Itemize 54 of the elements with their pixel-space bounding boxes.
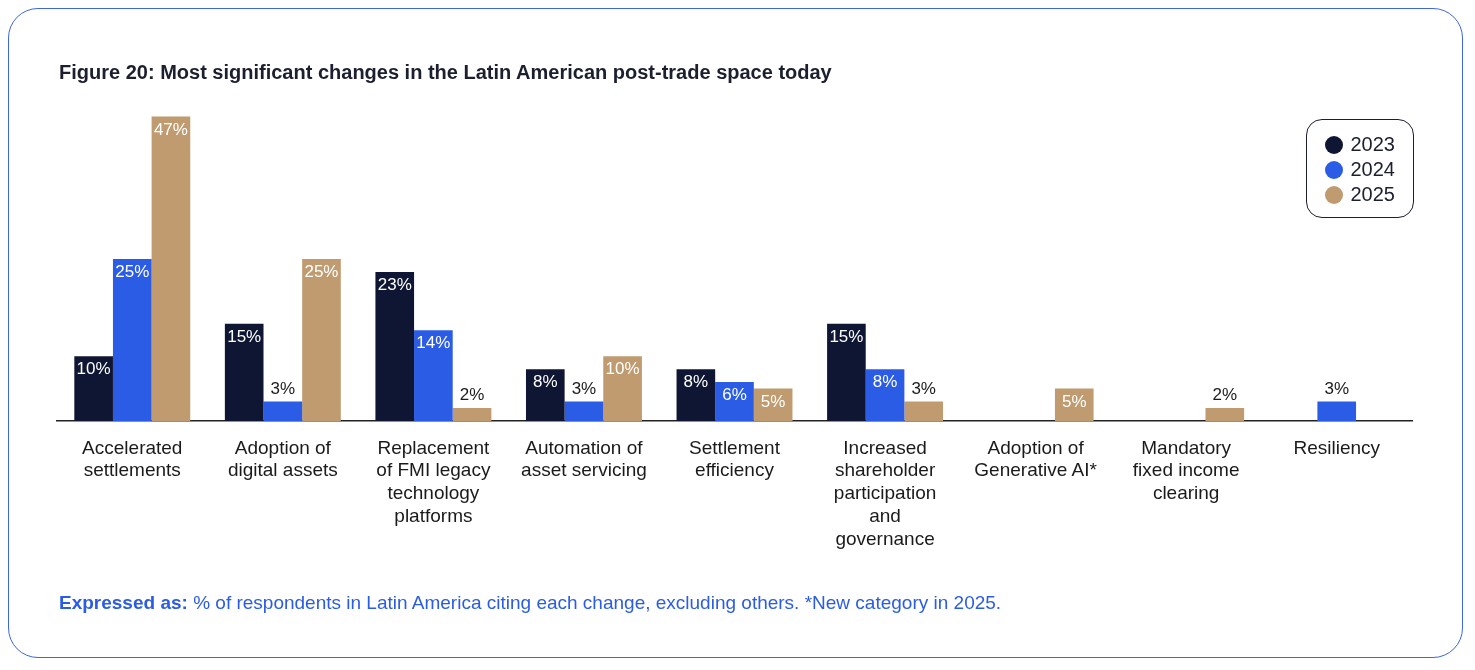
data-label: 8% [533, 372, 558, 392]
data-label: 10% [76, 359, 111, 379]
x-tick-label: Accelerated settlements [82, 436, 183, 481]
data-label: 5% [1061, 391, 1087, 411]
x-tick-label: Resiliency [1293, 436, 1381, 458]
bar [1205, 408, 1245, 421]
bar [564, 401, 604, 421]
data-label: 47% [153, 119, 188, 139]
data-label: 25% [115, 262, 150, 282]
data-label: 23% [377, 275, 412, 295]
bar [263, 401, 303, 421]
data-label: 3% [270, 378, 296, 398]
bar [414, 330, 453, 421]
x-tick-label: Adoption of Generative AI* [974, 436, 1098, 481]
text: Expressed as: [59, 592, 188, 613]
bar [74, 356, 113, 421]
data-label: 3% [1324, 378, 1350, 398]
data-label: 25% [304, 262, 339, 282]
data-label: 15% [227, 326, 262, 346]
x-tick-label: Settlement efficiency [689, 436, 781, 481]
text: % of respondents in Latin America citing each change, excluding others. *New category in 2025. [192, 592, 1002, 613]
bar [302, 259, 341, 421]
legend-label: 2023 [1350, 132, 1395, 157]
bar [375, 271, 415, 421]
x-tick-label: Adoption of digital assets [227, 436, 338, 481]
data-label: 3% [571, 378, 597, 398]
data-label: 3% [911, 378, 936, 398]
bar [452, 408, 492, 421]
bar [715, 382, 754, 421]
bar [603, 356, 642, 421]
data-label: 6% [722, 385, 747, 405]
data-label: 2% [1212, 385, 1238, 405]
bar [112, 259, 152, 421]
x-tick-label: Automation of asset servicing [521, 436, 647, 481]
x-tick-label: Increased shareholder participation and governance [833, 436, 937, 549]
legend-label: 2025 [1350, 182, 1395, 207]
x-tick-label: Mandatory fixed income clearing [1132, 436, 1240, 504]
bar [827, 323, 866, 421]
bar [224, 323, 264, 421]
data-label: 8% [872, 372, 898, 392]
data-label: 15% [829, 326, 864, 346]
bar [676, 369, 716, 421]
chart-title: Figure 20: Most significant changes in the Latin American post-trade space today [59, 61, 832, 84]
bar [525, 369, 565, 421]
data-label: 5% [760, 391, 786, 411]
legend-label: 2024 [1350, 157, 1395, 182]
bar [904, 401, 944, 421]
bar [1317, 401, 1357, 421]
data-label: 8% [683, 372, 709, 392]
bar [151, 116, 191, 421]
data-label: 10% [605, 359, 640, 379]
data-label: 2% [459, 385, 485, 405]
x-tick-label: Replacement of FMI legacy technology platforms [376, 436, 491, 527]
data-label: 14% [416, 333, 451, 353]
